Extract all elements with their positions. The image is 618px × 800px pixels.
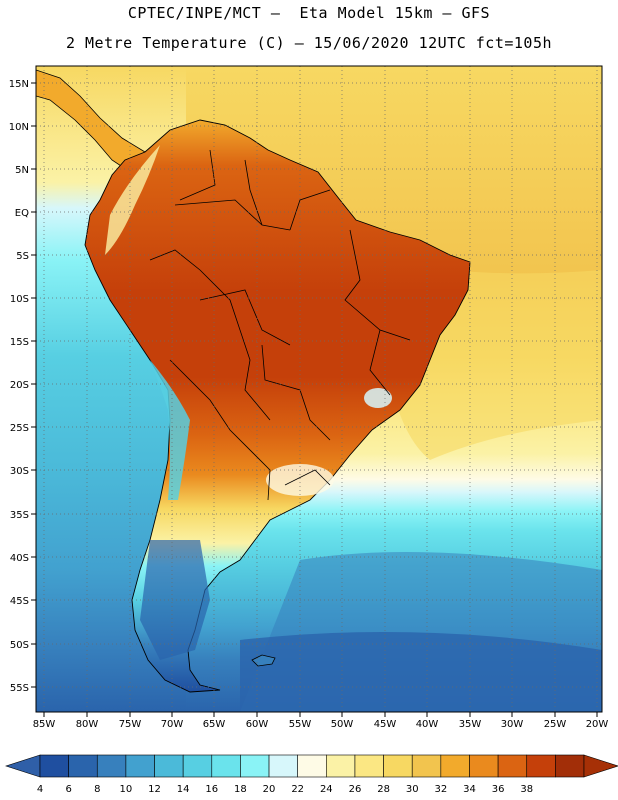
lat-label: 35S xyxy=(10,510,29,521)
lon-label: 70W xyxy=(161,719,184,730)
colorbar-swatch xyxy=(383,754,413,778)
colorbar-swatch xyxy=(555,754,585,778)
lat-label: 30S xyxy=(10,466,29,477)
colorbar-tick-label: 8 xyxy=(94,784,100,795)
lat-label: 15N xyxy=(9,79,29,90)
lon-label: 30W xyxy=(501,719,524,730)
colorbar-tick-label: 10 xyxy=(120,784,133,795)
map-frame xyxy=(35,65,603,713)
colorbar-swatch xyxy=(154,754,184,778)
lat-label: 10S xyxy=(10,294,29,305)
colorbar-tick-label: 16 xyxy=(205,784,218,795)
andes-north-cool xyxy=(105,145,160,255)
colorbar-tick-label: 18 xyxy=(234,784,247,795)
colorbar-swatch xyxy=(354,754,384,778)
lon-label: 80W xyxy=(76,719,99,730)
colorbar-tick-label: 32 xyxy=(434,784,447,795)
colorbar-swatch xyxy=(326,754,356,778)
colorbar-tick-label: 36 xyxy=(492,784,505,795)
lon-label: 75W xyxy=(119,719,142,730)
colorbar-swatch xyxy=(240,754,270,778)
colorbar-swatch xyxy=(125,754,155,778)
colorbar-tick-label: 12 xyxy=(148,784,161,795)
colorbar-swatch xyxy=(96,754,127,778)
lon-label: 65W xyxy=(203,719,226,730)
colorbar-tick-label: 30 xyxy=(406,784,419,795)
colorbar-tick-label: 34 xyxy=(463,784,476,795)
lon-label: 40W xyxy=(416,719,439,730)
lat-label: 55S xyxy=(10,683,29,694)
colorbar-swatch xyxy=(68,754,98,778)
colorbar-swatch xyxy=(497,754,528,778)
lon-label: 45W xyxy=(374,719,397,730)
colorbar-tick-label: 24 xyxy=(320,784,333,795)
lat-label: 5N xyxy=(15,165,29,176)
latitude-labels: 15N 10N 5N EQ 5S 10S 15S 20S 25S 30S 35S… xyxy=(9,79,29,694)
lat-label: 15S xyxy=(10,337,29,348)
colorbar-tick-label: 22 xyxy=(291,784,304,795)
lat-label: 45S xyxy=(10,596,29,607)
colorbar-tick-label: 20 xyxy=(263,784,276,795)
south-atlantic-cold-band xyxy=(240,632,602,712)
falkland-islands xyxy=(251,654,276,667)
lat-label: 50S xyxy=(10,640,29,651)
colorbar: 4 6 8 10 12 14 16 18 20 22 24 26 28 30 32 34 36 38 xyxy=(5,754,618,795)
colorbar-left-arrow xyxy=(5,754,41,778)
axis-ticks xyxy=(31,82,598,717)
lon-label: 50W xyxy=(331,719,354,730)
lon-label: 60W xyxy=(246,719,269,730)
lon-label: 25W xyxy=(544,719,567,730)
lat-label: 40S xyxy=(10,553,29,564)
lon-label: 35W xyxy=(459,719,482,730)
colorbar-swatch xyxy=(182,754,213,778)
colorbar-tick-label: 38 xyxy=(520,784,533,795)
colorbar-swatch xyxy=(469,754,499,778)
southern-brazil-mild xyxy=(266,464,334,496)
colorbar-swatch xyxy=(440,754,470,778)
map-title-model: CPTEC/INPE/MCT – Eta Model 15km – GFS xyxy=(127,4,491,22)
colorbar-tick-label: 14 xyxy=(177,784,190,795)
lat-label: EQ xyxy=(15,208,29,219)
lat-label: 5S xyxy=(16,251,29,262)
longitude-labels: 85W 80W 75W 70W 65W 60W 55W 50W 45W 40W … xyxy=(33,719,609,730)
temperature-field xyxy=(36,66,602,712)
colorbar-swatch xyxy=(526,754,556,778)
lon-label: 55W xyxy=(289,719,312,730)
patagonia-cold xyxy=(140,540,210,660)
colorbar-swatch xyxy=(39,754,69,778)
colorbar-swatch xyxy=(411,754,442,778)
colorbar-swatch xyxy=(297,754,327,778)
southeast-brazil-cool-spot xyxy=(364,388,392,408)
colorbar-swatch xyxy=(211,754,241,778)
map-title-field: 2 Metre Temperature (C) – 15/06/2020 12U… xyxy=(65,34,553,52)
colorbar-tick-label: 6 xyxy=(65,784,71,795)
lat-label: 25S xyxy=(10,423,29,434)
colorbar-tick-label: 26 xyxy=(349,784,362,795)
colorbar-swatch xyxy=(268,754,298,778)
andes-central-cool xyxy=(150,360,190,500)
lat-label: 20S xyxy=(10,380,29,391)
lat-label: 10N xyxy=(9,122,29,133)
colorbar-tick-label: 28 xyxy=(377,784,390,795)
colorbar-tick-label: 4 xyxy=(37,784,43,795)
colorbar-right-arrow xyxy=(583,754,618,778)
lon-label: 20W xyxy=(586,719,609,730)
lon-label: 85W xyxy=(33,719,56,730)
